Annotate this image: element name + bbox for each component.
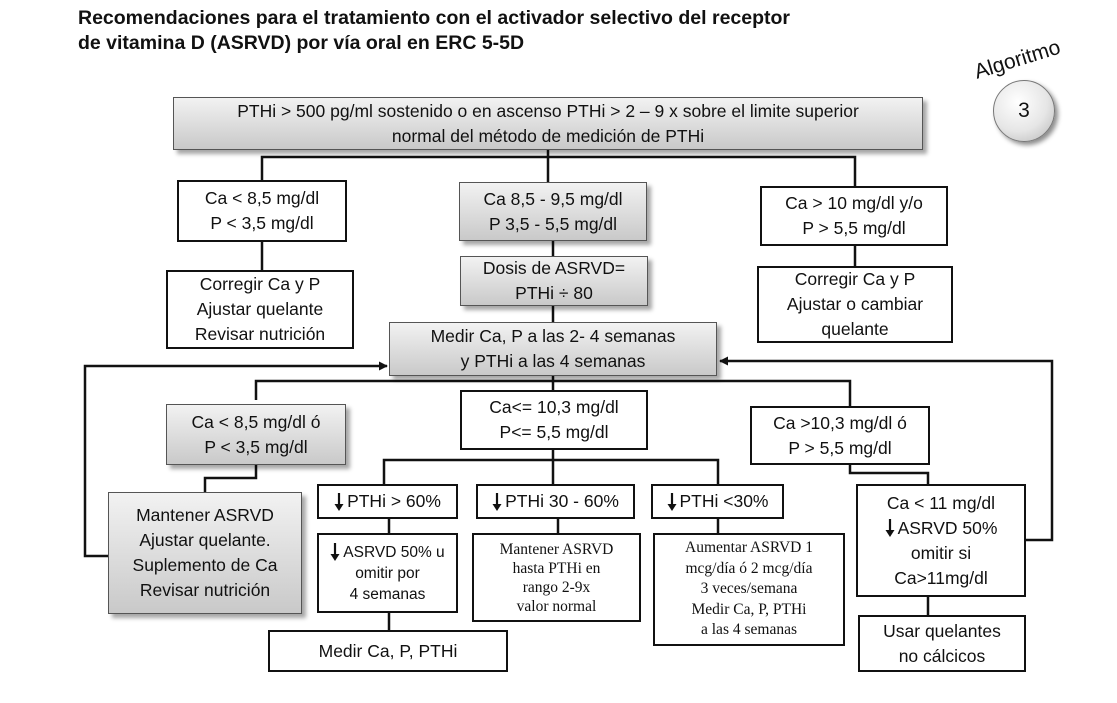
maintain-mid-box: Mantener ASRVD hasta PTHi en rango 2-9x … xyxy=(472,533,641,622)
dose-line-1: Dosis de ASRVD= xyxy=(482,258,626,278)
low-calcium-2-line-1: Ca < 8,5 mg/dl ó xyxy=(191,411,321,432)
ca-lt11-line-3: omitir si xyxy=(910,542,972,563)
normal-calcium-line-2: P 3,5 - 5,5 mg/dl xyxy=(488,213,618,234)
reduce-dose-box: ASRVD 50% u omitir por 4 semanas xyxy=(317,533,458,613)
normal-calcium-line-1: Ca 8,5 - 9,5 mg/dl xyxy=(483,188,623,209)
pth-gt60-row: PTHi > 60% xyxy=(334,489,441,514)
measure-final-box: Medir Ca, P, PTHi xyxy=(268,630,508,672)
low-calcium-box: Ca < 8,5 mg/dl P < 3,5 mg/dl xyxy=(177,180,347,242)
high-calcium-2-line-1: Ca >10,3 mg/dl ó xyxy=(773,412,907,433)
ca-lt11-box: Ca < 11 mg/dl ASRVD 50% omitir si Ca>11m… xyxy=(856,484,1026,597)
pth-lt30-label: PTHi <30% xyxy=(679,491,769,511)
down-arrow-icon xyxy=(667,492,676,511)
dose-box: Dosis de ASRVD= PTHi ÷ 80 xyxy=(460,256,648,306)
correct-left-line-2: Ajustar quelante xyxy=(196,299,324,319)
non-calcium-binders-box: Usar quelantes no cálcicos xyxy=(858,615,1026,672)
ca-lt11-line-1: Ca < 11 mg/dl xyxy=(886,492,996,513)
pth-criteria-line-2: normal del método de medición de PTHi xyxy=(391,125,705,146)
low-calcium-line-1: Ca < 8,5 mg/dl xyxy=(204,188,320,208)
correct-right-line-3: quelante xyxy=(821,319,889,339)
connector-second-branch xyxy=(254,376,852,406)
reduce-dose-row: ASRVD 50% u xyxy=(330,542,445,563)
pth-30-60-label: PTHi 30 - 60% xyxy=(505,491,619,511)
down-arrow-icon xyxy=(330,543,340,561)
feedback-loop-left xyxy=(83,361,388,558)
connector-mid-branch xyxy=(382,450,720,484)
title-line-1: Recomendaciones para el tratamiento con … xyxy=(78,7,791,29)
down-arrow-icon xyxy=(885,519,895,537)
reduce-dose-line-2: omitir por xyxy=(355,564,420,582)
feedback-loop-right xyxy=(719,356,1054,542)
maintain-left-line-4: Revisar nutrición xyxy=(139,580,271,600)
correct-right-box: Corregir Ca y P Ajustar o cambiar quelan… xyxy=(757,266,953,343)
mid-calcium-2-box: Ca<= 10,3 mg/dl P<= 5,5 mg/dl xyxy=(460,390,648,450)
increase-dose-line-1: Aumentar ASRVD 1 xyxy=(685,539,813,557)
reduce-dose-line-3: 4 semanas xyxy=(349,585,426,603)
pth-30-60-box: PTHi 30 - 60% xyxy=(476,484,635,519)
high-calcium-box: Ca > 10 mg/dl y/o P > 5,5 mg/dl xyxy=(760,186,948,246)
maintain-left-line-2: Ajustar quelante. xyxy=(139,530,271,550)
increase-dose-line-3: 3 veces/semana xyxy=(700,580,798,598)
down-arrow-icon xyxy=(492,492,502,511)
connector-highca2-ca11 xyxy=(848,465,930,484)
diagram-title: Recomendaciones para el tratamiento con … xyxy=(78,6,790,56)
pth-lt30-box: PTHi <30% xyxy=(651,484,784,519)
correct-left-line-1: Corregir Ca y P xyxy=(199,274,321,294)
ca-lt11-line-2: ASRVD 50% xyxy=(897,517,998,538)
low-calcium-2-line-2: P < 3,5 mg/dl xyxy=(204,436,308,457)
ca-lt11-row: ASRVD 50% xyxy=(885,516,998,541)
maintain-mid-line-1: Mantener ASRVD xyxy=(499,540,614,558)
correct-right-line-1: Corregir Ca y P xyxy=(794,269,916,289)
ca-lt11-line-4: Ca>11mg/dl xyxy=(894,567,988,588)
high-calcium-2-line-2: P > 5,5 mg/dl xyxy=(788,437,892,458)
increase-dose-box: Aumentar ASRVD 1 mcg/día ó 2 mcg/día 3 v… xyxy=(653,533,845,646)
correct-right-line-2: Ajustar o cambiar xyxy=(786,294,924,314)
pth-gt60-box: PTHi > 60% xyxy=(317,484,458,519)
pth-gt60-label: PTHi > 60% xyxy=(347,491,441,511)
non-calcium-line-2: no cálcicos xyxy=(898,645,986,666)
measure-final-label: Medir Ca, P, PTHi xyxy=(318,640,458,661)
pth-lt30-row: PTHi <30% xyxy=(667,489,769,514)
correct-left-line-3: Revisar nutrición xyxy=(194,324,326,344)
correct-left-box: Corregir Ca y P Ajustar quelante Revisar… xyxy=(166,270,354,349)
increase-dose-line-4: Medir Ca, P, PTHi xyxy=(691,600,807,618)
measure-line-1: Medir Ca, P a las 2- 4 semanas xyxy=(430,326,676,346)
title-line-2: de vitamina D (ASRVD) por vía oral en ER… xyxy=(78,32,525,54)
high-calcium-line-1: Ca > 10 mg/dl y/o xyxy=(785,193,923,213)
connector-lowca2-maintain xyxy=(203,465,258,492)
low-calcium-line-2: P < 3,5 mg/dl xyxy=(210,213,314,233)
pth-criteria-box: PTHi > 500 pg/ml sostenido o en ascenso … xyxy=(173,97,923,150)
reduce-dose-line-1: ASRVD 50% u xyxy=(343,543,445,561)
high-calcium-line-2: P > 5,5 mg/dl xyxy=(802,218,906,238)
non-calcium-line-1: Usar quelantes xyxy=(883,620,1001,641)
normal-calcium-box: Ca 8,5 - 9,5 mg/dl P 3,5 - 5,5 mg/dl xyxy=(459,182,647,241)
increase-dose-line-5: a las 4 semanas xyxy=(701,621,797,639)
maintain-mid-line-4: valor normal xyxy=(516,597,597,615)
low-calcium-2-box: Ca < 8,5 mg/dl ó P < 3,5 mg/dl xyxy=(166,404,346,465)
maintain-mid-line-3: rango 2-9x xyxy=(522,578,591,596)
connector-top-branch xyxy=(260,150,857,186)
algorithm-number-badge: 3 xyxy=(993,80,1055,142)
maintain-left-box: Mantener ASRVD Ajustar quelante. Supleme… xyxy=(108,492,302,614)
dose-line-2: PTHi ÷ 80 xyxy=(515,283,593,303)
measure-line-2: y PTHi a las 4 semanas xyxy=(460,351,646,371)
maintain-left-line-1: Mantener ASRVD xyxy=(136,505,274,525)
maintain-mid-line-2: hasta PTHi en xyxy=(512,559,601,577)
high-calcium-2-box: Ca >10,3 mg/dl ó P > 5,5 mg/dl xyxy=(750,406,930,465)
measure-box: Medir Ca, P a las 2- 4 semanas y PTHi a … xyxy=(389,322,717,376)
mid-calcium-2-line-1: Ca<= 10,3 mg/dl xyxy=(489,397,619,417)
pth-30-60-row: PTHi 30 - 60% xyxy=(492,489,619,514)
maintain-left-line-3: Suplemento de Ca xyxy=(132,555,278,575)
mid-calcium-2-line-2: P<= 5,5 mg/dl xyxy=(499,422,609,442)
down-arrow-icon xyxy=(334,492,344,511)
pth-criteria-line-1: PTHi > 500 pg/ml sostenido o en ascenso … xyxy=(237,100,859,121)
increase-dose-line-2: mcg/día ó 2 mcg/día xyxy=(685,559,813,577)
